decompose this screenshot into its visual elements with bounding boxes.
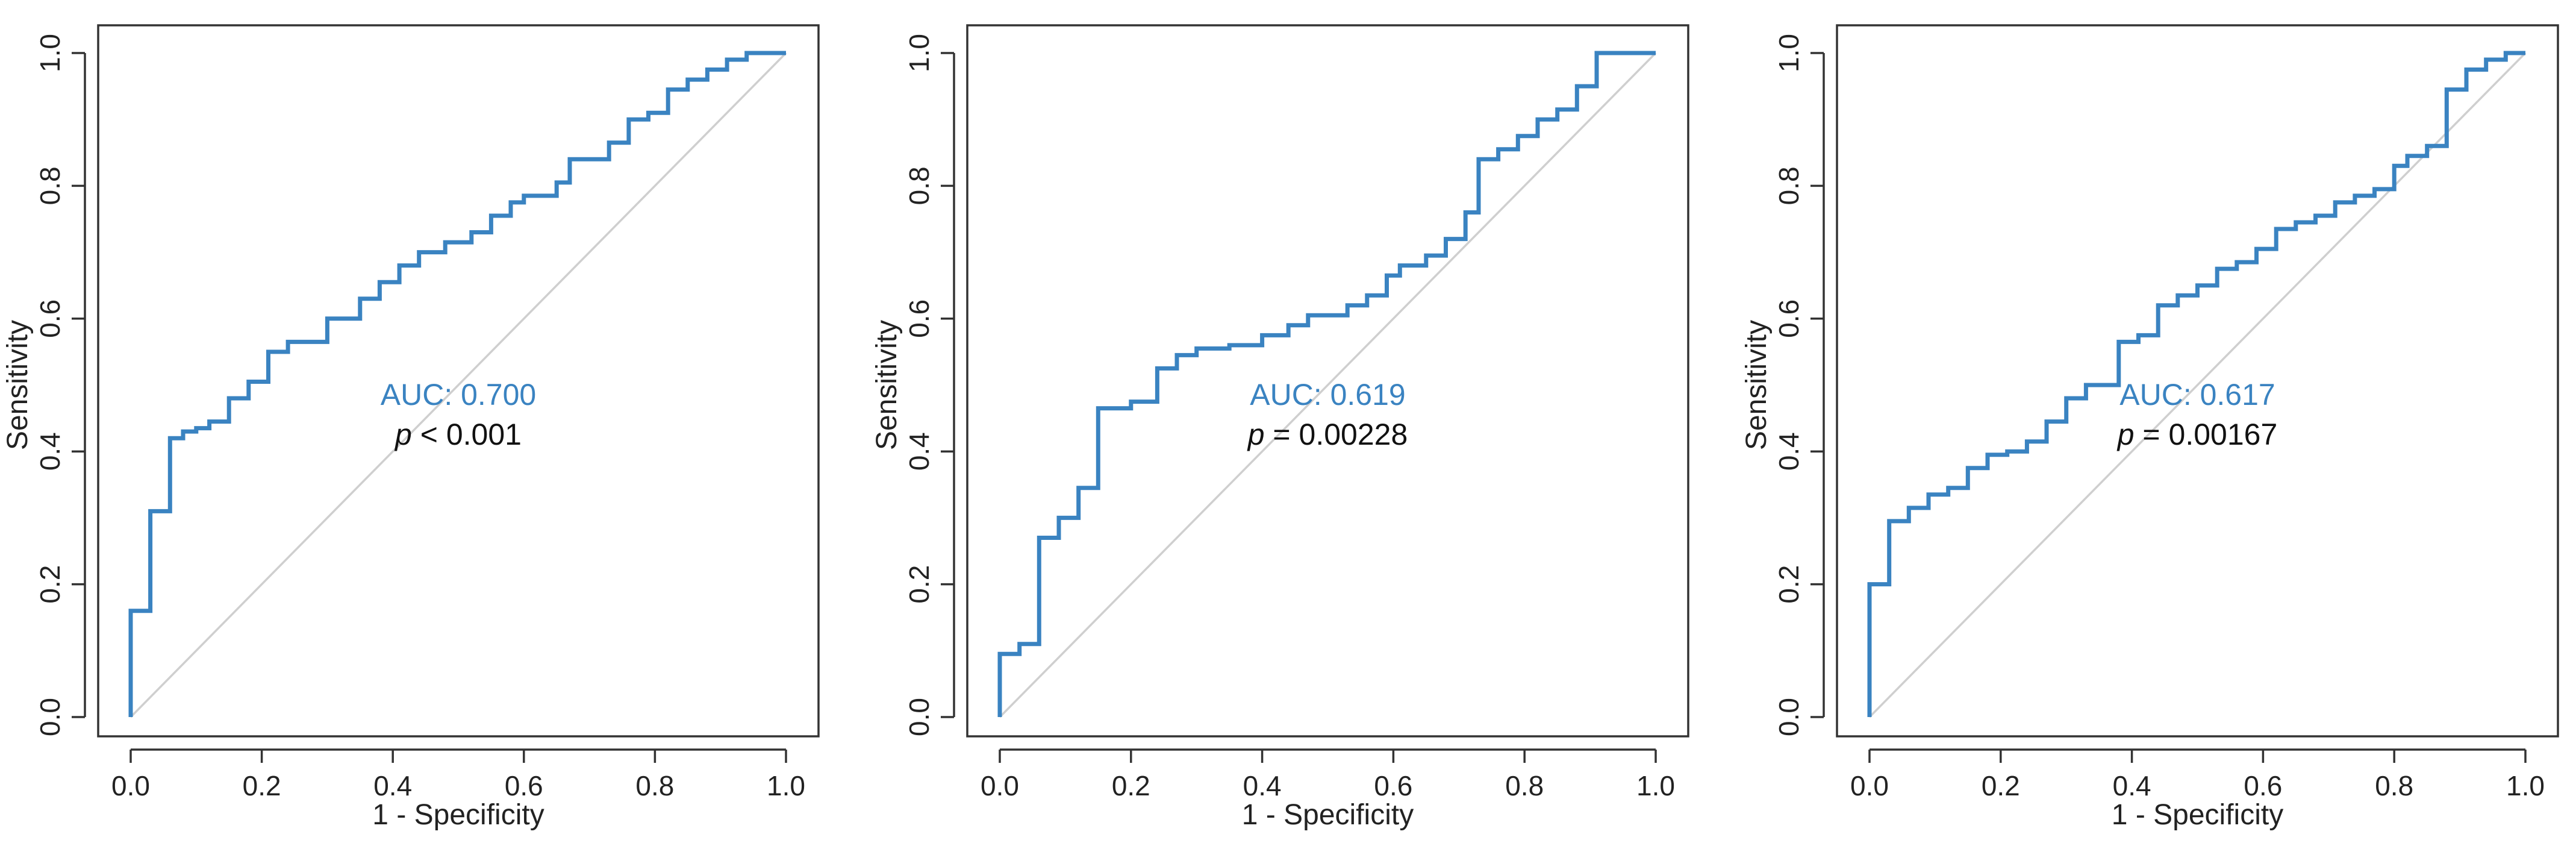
x-tick-label: 0.8 xyxy=(2375,770,2413,801)
p-value-text: < 0.001 xyxy=(412,418,522,451)
x-tick-label: 1.0 xyxy=(767,770,805,801)
y-tick-label: 0.2 xyxy=(1773,565,1804,604)
reference-diagonal xyxy=(129,52,787,718)
x-axis-title: 1 - Specificity xyxy=(2112,799,2283,831)
reference-diagonal xyxy=(1868,52,2527,718)
auc-label: AUC: 0.617 xyxy=(2119,378,2275,412)
x-tick-label: 0.0 xyxy=(111,770,150,801)
x-tick-label: 1.0 xyxy=(1636,770,1675,801)
y-tick-label: 0.4 xyxy=(34,432,66,471)
x-tick-label: 0.6 xyxy=(1374,770,1412,801)
y-tick-label: 0.6 xyxy=(34,299,66,338)
auc-label: AUC: 0.619 xyxy=(1250,378,1405,412)
y-tick-label: 0.0 xyxy=(1773,698,1804,736)
y-axis-title: Sensitivity xyxy=(2,320,34,450)
y-tick-label: 0.0 xyxy=(34,698,66,736)
x-tick-label: 0.4 xyxy=(1243,770,1282,801)
x-tick-label: 1.0 xyxy=(2506,770,2545,801)
y-tick-label: 0.0 xyxy=(903,698,935,736)
y-axis-title: Sensitivity xyxy=(871,320,903,450)
x-tick-label: 0.0 xyxy=(981,770,1019,801)
x-axis-title: 1 - Specificity xyxy=(1242,799,1414,831)
x-tick-label: 0.2 xyxy=(1982,770,2020,801)
plot-frame xyxy=(1836,24,2559,738)
x-tick-label: 0.8 xyxy=(635,770,674,801)
p-symbol: p xyxy=(1247,418,1265,451)
x-tick-label: 0.6 xyxy=(505,770,543,801)
y-tick-label: 0.4 xyxy=(1773,432,1804,471)
roc-curve xyxy=(1867,51,2525,717)
x-tick-label: 0.4 xyxy=(373,770,412,801)
y-tick-label: 1.0 xyxy=(903,34,935,72)
p-symbol: p xyxy=(394,418,412,451)
p-value-label: p = 0.00228 xyxy=(1247,418,1408,451)
roc-panel-3: 0.0 0.2 0.4 0.6 0.8 1.0 1 - Specificity 0.0 0.2 0… xyxy=(1741,24,2559,831)
plot-frame xyxy=(966,24,1689,738)
y-tick-label: 1.0 xyxy=(34,34,66,72)
roc-panel-1: 0.0 0.2 0.4 0.6 0.8 1.0 1 - Specificity 0.0 0.2 0… xyxy=(2,24,820,831)
y-axis-title: Sensitivity xyxy=(1741,320,1773,450)
y-tick-label: 1.0 xyxy=(1773,34,1804,72)
y-tick-label: 0.8 xyxy=(1773,166,1804,205)
x-tick-label: 0.4 xyxy=(2113,770,2151,801)
y-tick-label: 0.8 xyxy=(903,166,935,205)
reference-diagonal xyxy=(999,52,1657,718)
y-tick-label: 0.8 xyxy=(34,166,66,205)
x-tick-label: 0.2 xyxy=(1112,770,1150,801)
x-tick-label: 0.0 xyxy=(1850,770,1889,801)
y-tick-label: 0.6 xyxy=(903,299,935,338)
roc-curve xyxy=(128,51,786,717)
x-tick-label: 0.8 xyxy=(1505,770,1544,801)
p-value-label: p < 0.001 xyxy=(394,418,522,451)
y-tick-label: 0.4 xyxy=(903,432,935,471)
y-tick-label: 0.2 xyxy=(903,565,935,604)
p-symbol: p xyxy=(2116,418,2135,451)
p-value-text: = 0.00228 xyxy=(1265,418,1408,451)
roc-panel-2: 0.0 0.2 0.4 0.6 0.8 1.0 1 - Specificity 0.0 0.2 0… xyxy=(871,24,1689,831)
auc-label: AUC: 0.700 xyxy=(381,378,536,412)
p-value-label: p = 0.00167 xyxy=(2116,418,2278,451)
x-axis-title: 1 - Specificity xyxy=(372,799,544,831)
y-tick-label: 0.6 xyxy=(1773,299,1804,338)
p-value-text: = 0.00167 xyxy=(2135,418,2278,451)
x-tick-label: 0.2 xyxy=(243,770,281,801)
plot-frame xyxy=(97,24,820,738)
roc-curve xyxy=(997,51,1656,717)
x-tick-label: 0.6 xyxy=(2244,770,2282,801)
y-tick-label: 0.2 xyxy=(34,565,66,604)
